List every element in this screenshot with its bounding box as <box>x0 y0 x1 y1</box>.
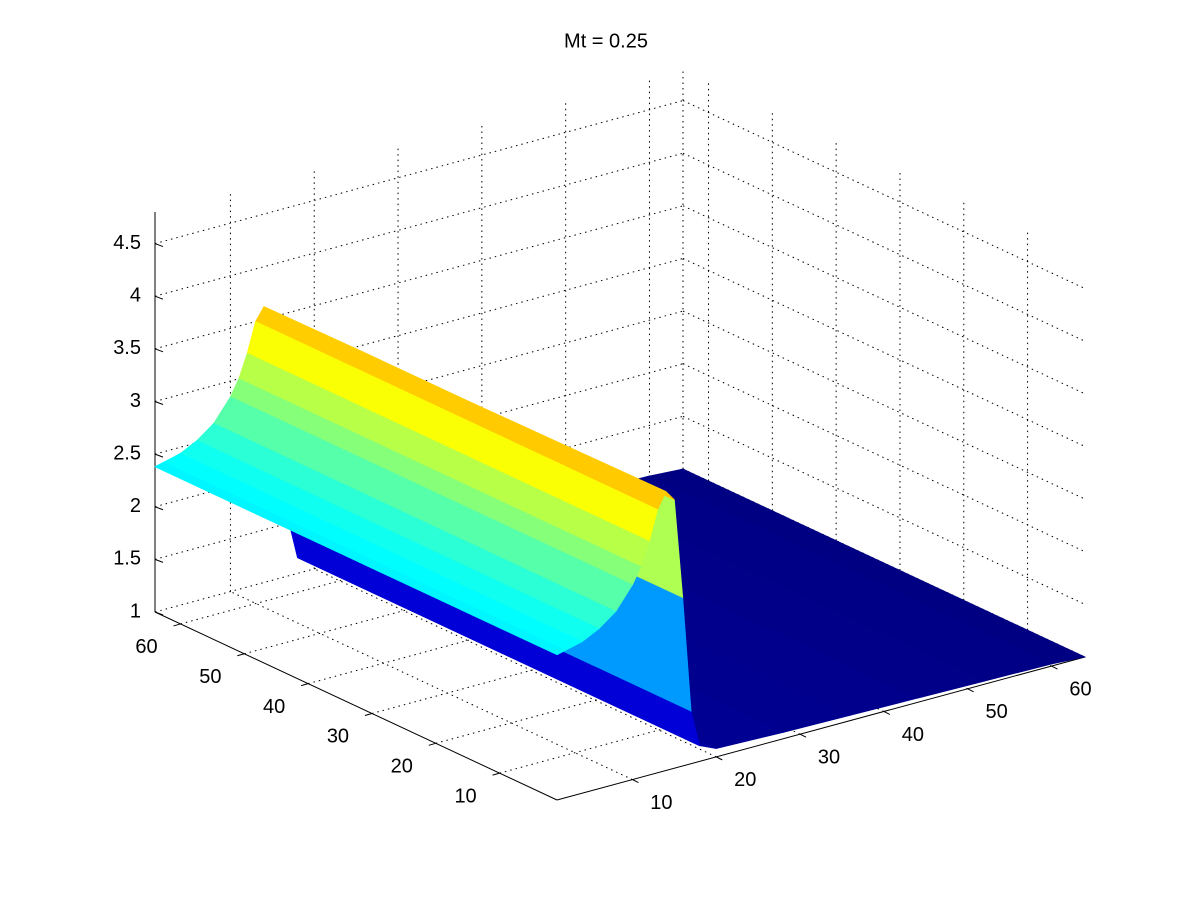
y-tick <box>301 683 309 687</box>
z-tick <box>154 506 164 511</box>
grid-line <box>682 310 1086 500</box>
z-tick <box>154 348 164 353</box>
y-tick <box>492 772 500 776</box>
y-tick-label: 30 <box>327 726 349 748</box>
grid-line <box>682 205 1086 395</box>
z-tick <box>154 558 164 563</box>
z-tick-label: 4.5 <box>113 232 141 254</box>
y-axis <box>154 611 558 801</box>
y-tick-label: 60 <box>135 636 157 658</box>
x-tick <box>967 688 974 693</box>
z-tick-label: 3.5 <box>113 337 141 359</box>
x-tick-label: 50 <box>986 701 1008 723</box>
z-tick-label: 1 <box>130 600 141 622</box>
x-tick-label: 30 <box>818 746 840 768</box>
grid-line <box>682 363 1086 553</box>
surface-patch <box>460 605 567 656</box>
y-tick-label: 50 <box>199 666 221 688</box>
z-tick <box>154 243 164 248</box>
z-tick <box>154 453 164 458</box>
x-tick <box>1051 665 1058 670</box>
grid-line <box>682 258 1086 447</box>
x-tick-label: 10 <box>650 792 672 814</box>
z-tick-label: 4 <box>130 284 141 306</box>
y-tick-label: 20 <box>391 756 413 778</box>
grid-line <box>230 591 633 781</box>
x-axis <box>556 656 1086 801</box>
y-tick <box>364 712 373 716</box>
z-tick-label: 3 <box>130 390 141 412</box>
z-tick-label: 2 <box>130 495 141 517</box>
y-tick-label: 40 <box>263 696 285 718</box>
z-tick <box>154 295 164 300</box>
y-tick <box>173 623 181 627</box>
x-tick-label: 40 <box>902 724 924 746</box>
y-tick <box>237 653 245 657</box>
x-tick <box>799 733 807 738</box>
x-tick-label: 60 <box>1069 678 1091 700</box>
z-tick-label: 2.5 <box>113 442 141 464</box>
x-tick <box>883 711 891 715</box>
x-tick <box>716 756 723 761</box>
x-tick-label: 20 <box>734 769 756 791</box>
y-tick-label: 10 <box>454 785 476 807</box>
x-tick <box>632 779 639 784</box>
z-tick <box>154 401 164 405</box>
grid-line <box>682 152 1086 342</box>
grid-line <box>314 568 717 758</box>
grid-line <box>682 415 1086 605</box>
grid-line <box>682 100 1086 290</box>
z-tick <box>154 611 164 616</box>
y-tick <box>428 742 436 746</box>
chart-title: Mt = 0.25 <box>564 30 648 52</box>
z-tick-label: 1.5 <box>113 548 141 570</box>
